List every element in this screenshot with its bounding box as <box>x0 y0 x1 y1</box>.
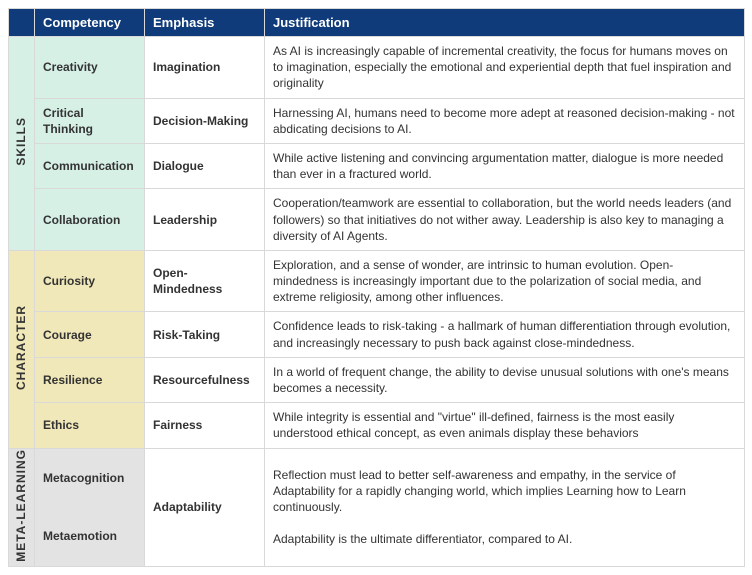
table-row: SKILLS Creativity Imagination As AI is i… <box>9 37 745 99</box>
competency-cell: Resilience <box>35 357 145 402</box>
competency-table: Competency Emphasis Justification SKILLS… <box>8 8 745 567</box>
emphasis-cell: Decision-Making <box>145 98 265 143</box>
table-row: Courage Risk-Taking Confidence leads to … <box>9 312 745 357</box>
emphasis-cell: Risk-Taking <box>145 312 265 357</box>
competency-cell: Metacognition <box>35 448 145 507</box>
competency-cell: Collaboration <box>35 189 145 251</box>
justification-cell: Reflection must lead to better self-awar… <box>265 448 745 566</box>
emphasis-cell: Resourcefulness <box>145 357 265 402</box>
justification-cell: As AI is increasingly capable of increme… <box>265 37 745 99</box>
competency-cell: Metaemotion <box>35 507 145 566</box>
competency-cell: Critical Thinking <box>35 98 145 143</box>
table-header-row: Competency Emphasis Justification <box>9 9 745 37</box>
competency-cell: Curiosity <box>35 250 145 312</box>
col-header-justification: Justification <box>265 9 745 37</box>
emphasis-cell: Adaptability <box>145 448 265 566</box>
competency-cell: Creativity <box>35 37 145 99</box>
justification-text-a: Reflection must lead to better self-awar… <box>273 467 736 516</box>
col-header-group <box>9 9 35 37</box>
justification-cell: Confidence leads to risk-taking - a hall… <box>265 312 745 357</box>
table-row: Ethics Fairness While integrity is essen… <box>9 403 745 448</box>
table-row: Resilience Resourcefulness In a world of… <box>9 357 745 402</box>
justification-cell: Exploration, and a sense of wonder, are … <box>265 250 745 312</box>
emphasis-cell: Fairness <box>145 403 265 448</box>
emphasis-cell: Imagination <box>145 37 265 99</box>
emphasis-cell: Dialogue <box>145 143 265 188</box>
col-header-competency: Competency <box>35 9 145 37</box>
group-label-meta: META-LEARNING <box>9 448 35 566</box>
competency-cell: Courage <box>35 312 145 357</box>
table-row: CHARACTER Curiosity Open-Mindedness Expl… <box>9 250 745 312</box>
justification-cell: In a world of frequent change, the abili… <box>265 357 745 402</box>
competency-cell: Communication <box>35 143 145 188</box>
emphasis-cell: Leadership <box>145 189 265 251</box>
table-row: META-LEARNING Metacognition Adaptability… <box>9 448 745 507</box>
justification-cell: While active listening and convincing ar… <box>265 143 745 188</box>
justification-text-b: Adaptability is the ultimate differentia… <box>273 531 736 547</box>
group-label-skills: SKILLS <box>9 37 35 251</box>
justification-cell: Harnessing AI, humans need to become mor… <box>265 98 745 143</box>
table-row: Critical Thinking Decision-Making Harnes… <box>9 98 745 143</box>
col-header-emphasis: Emphasis <box>145 9 265 37</box>
table-row: Communication Dialogue While active list… <box>9 143 745 188</box>
table-row: Collaboration Leadership Cooperation/tea… <box>9 189 745 251</box>
competency-cell: Ethics <box>35 403 145 448</box>
group-label-character: CHARACTER <box>9 250 35 448</box>
justification-cell: While integrity is essential and "virtue… <box>265 403 745 448</box>
justification-cell: Cooperation/teamwork are essential to co… <box>265 189 745 251</box>
emphasis-cell: Open-Mindedness <box>145 250 265 312</box>
